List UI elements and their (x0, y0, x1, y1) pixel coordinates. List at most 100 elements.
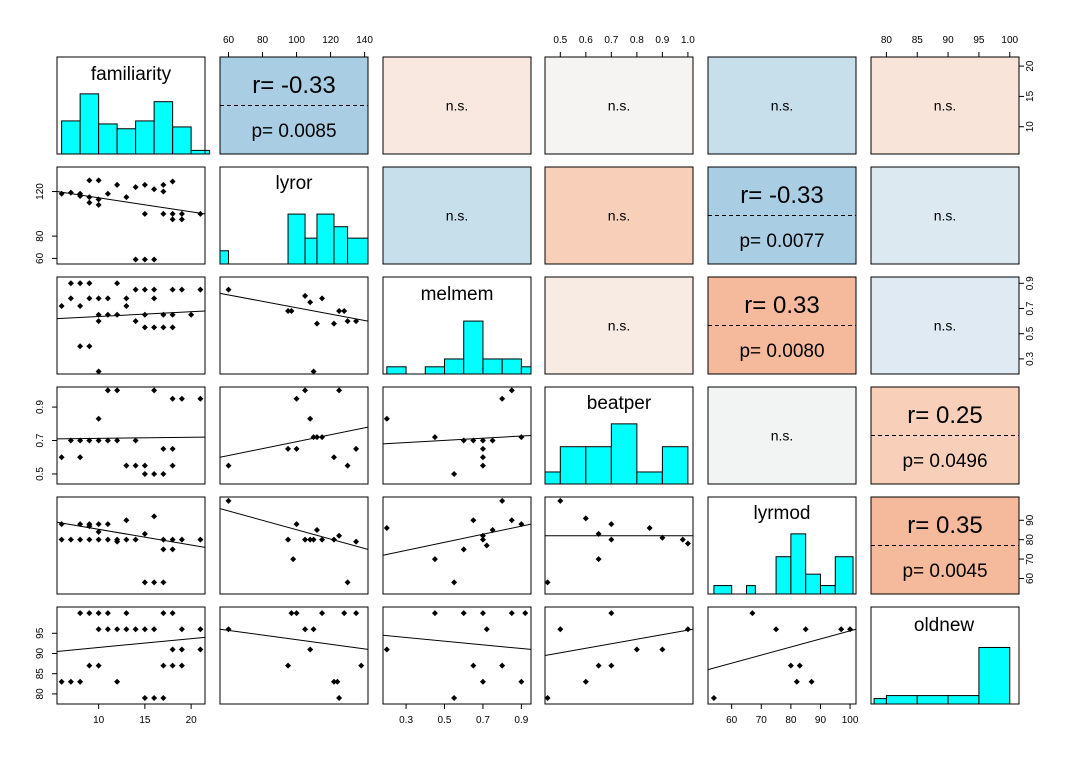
scatter-points (708, 610, 856, 701)
histogram-bar (333, 226, 349, 265)
panel-border (56, 386, 206, 485)
histogram-bar (172, 126, 192, 155)
tick-label-top-beatper: 0.5 (553, 35, 567, 46)
scatter-point (58, 454, 65, 461)
scatter-point (293, 445, 300, 452)
scatter-point (77, 192, 84, 199)
scatter-point (169, 445, 176, 452)
scatter-point (285, 445, 292, 452)
scatter-point (557, 497, 564, 504)
scatter-point (595, 530, 602, 537)
scatter-point (178, 626, 185, 633)
tick-label-bottom-familiarity: 10 (93, 715, 105, 726)
panel-border (382, 386, 532, 485)
scatter-point (633, 646, 640, 653)
scatter-point (197, 536, 204, 543)
scatter-point (169, 395, 176, 402)
scatter-point (796, 662, 803, 669)
tick-label-left-beatper: 0.7 (35, 433, 46, 447)
scatter-point (86, 194, 93, 201)
scatter-point (151, 513, 158, 520)
scatter-point (451, 579, 458, 586)
scatter-point (160, 445, 167, 452)
correlation-ns-label: n.s. (608, 208, 631, 224)
scatter-point (86, 523, 93, 530)
scatter-point (160, 181, 167, 188)
tick-label-bottom-familiarity: 20 (186, 715, 198, 726)
correlation-panel-familiarity-lyror: r= -0.33 p= 0.0085 (220, 57, 368, 154)
scatter-point (123, 302, 130, 309)
tick-label-bottom-lyrmod: 80 (785, 715, 797, 726)
tick-label-right-melmem: 0.5 (1025, 326, 1036, 340)
diag-label-beatper: beatper (587, 393, 652, 414)
scatter-panel-lyrmod-beatper (545, 497, 693, 586)
tick-label-bottom-lyrmod: 100 (842, 715, 859, 726)
scatter-point (313, 320, 320, 327)
scatter-point (197, 286, 204, 293)
histogram-bar (219, 250, 230, 265)
diag-label-familiarity: familiarity (91, 64, 172, 85)
scatter-point (151, 387, 158, 394)
scatter-point (508, 610, 515, 617)
scatter-point (330, 454, 337, 461)
correlation-ns-label: n.s. (608, 98, 631, 114)
tick-label-bottom-lyrmod: 70 (756, 715, 768, 726)
scatter-point (310, 434, 317, 441)
scatter-point (319, 536, 326, 543)
scatter-point (160, 546, 167, 553)
panel-border (56, 56, 206, 155)
scatter-point (310, 368, 317, 374)
tick-label-bottom-melmem: 0.9 (514, 715, 528, 726)
scatter-point (608, 610, 615, 617)
scatter-point (336, 532, 343, 539)
scatter-point (86, 437, 93, 444)
scatter-point (151, 626, 158, 633)
scatter-point (95, 177, 102, 184)
histogram-bar (135, 120, 155, 155)
scatter-point (225, 462, 232, 469)
scatter-point (336, 308, 343, 315)
scatter-point (595, 556, 602, 563)
histogram-bar (424, 366, 446, 375)
correlation-panel-lyror-lyrmod: r= -0.33 p= 0.0077 (708, 167, 856, 264)
correlation-ns-label: n.s. (934, 98, 957, 114)
scatter-point (383, 646, 390, 653)
scatter-point (169, 536, 176, 543)
scatter-panel-lyrmod-lyror (220, 497, 368, 586)
scatter-point (151, 256, 158, 263)
scatter-point (160, 694, 167, 701)
scatter-point (460, 437, 467, 444)
correlation-p-label: p= 0.0496 (902, 451, 987, 472)
histogram-bar (386, 366, 407, 375)
scatter-point (114, 280, 121, 287)
scatter-point (58, 678, 65, 685)
scatter-point (114, 626, 121, 633)
scatter-point (67, 189, 74, 196)
scatter-point (793, 678, 800, 685)
scatter-point (95, 415, 102, 422)
scatter-point (58, 302, 65, 309)
histogram-bar (819, 585, 836, 595)
scatter-point (470, 517, 477, 524)
regression-line (545, 628, 693, 656)
panel-border (870, 496, 1020, 595)
histogram-bar (98, 123, 118, 155)
scatter-point (518, 521, 525, 528)
histogram-bar (304, 237, 318, 265)
scatter-point (151, 324, 158, 331)
scatter-point (344, 462, 351, 469)
scatter-point (319, 434, 326, 441)
scatter-point (169, 178, 176, 185)
scatter-panel-oldnew-beatper (545, 610, 693, 701)
scatter-point (114, 387, 121, 394)
scatter-point (95, 528, 102, 535)
panel-border (707, 496, 857, 595)
scatter-point (160, 610, 167, 617)
scatter-point (197, 210, 204, 217)
histogram-bar (873, 698, 887, 705)
tick-label-bottom-melmem: 0.3 (399, 715, 413, 726)
scatter-point (169, 610, 176, 617)
scatter-points (220, 497, 368, 586)
tick-label-right-lyrmod: 90 (1025, 514, 1036, 526)
